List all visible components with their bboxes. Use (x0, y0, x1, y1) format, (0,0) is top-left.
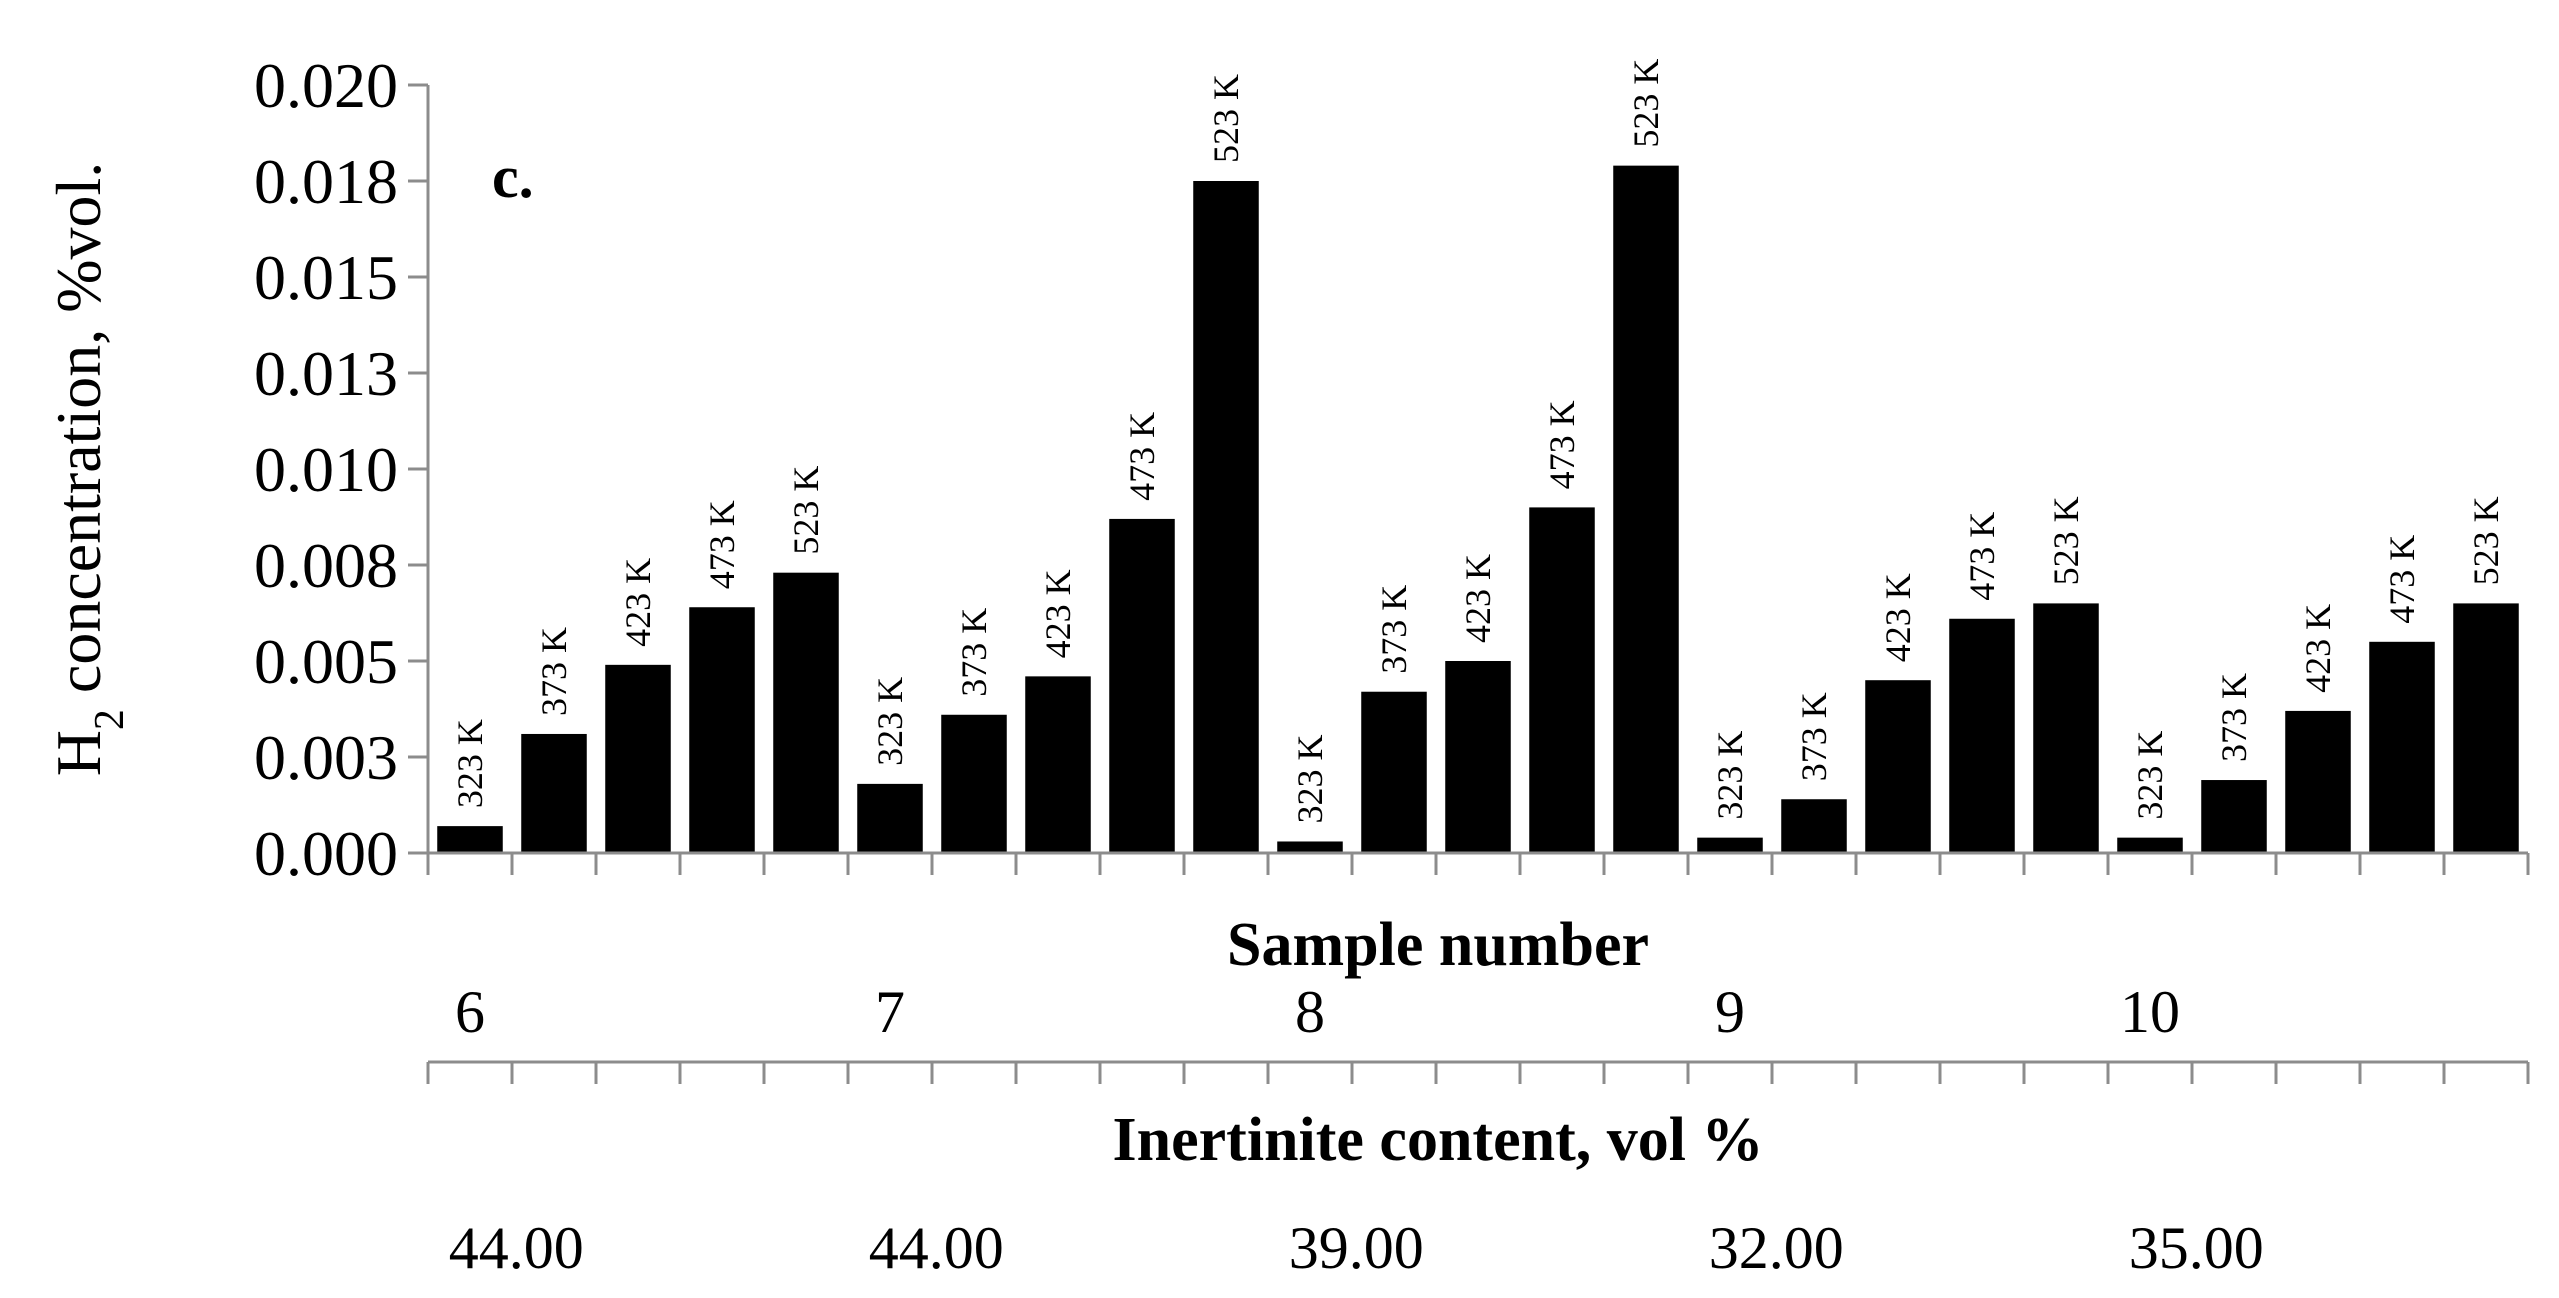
y-axis: 0.000 0.003 0.005 0.008 0.010 0.013 0.015 0.018… (254, 50, 430, 889)
bar-data-label: 523 K (1626, 59, 1666, 148)
bar-data-label: 473 K (1542, 400, 1582, 489)
bar (2369, 641, 2435, 853)
bar-data-label: 373 K (2214, 673, 2254, 762)
bar (437, 826, 503, 853)
category-axis-title: Sample number (1227, 911, 1649, 979)
bars (437, 165, 2519, 853)
bar-labels: 323 K 373 K 423 K 473 K 523 K 323 K 373 K 423 K… (450, 59, 2506, 824)
bar-data-label: 473 K (702, 500, 742, 589)
bar-data-label: 523 K (786, 466, 826, 555)
category-label: 9 (1715, 979, 1745, 1045)
panel-label: c. (492, 144, 534, 210)
bar (689, 607, 755, 853)
y-tick-label: 0.020 (254, 50, 398, 121)
bar (1025, 676, 1091, 853)
y-axis-label: H2 concentration, %vol. (43, 162, 133, 777)
bar (1781, 799, 1847, 853)
bar (1697, 837, 1763, 853)
group-axes: Sample number 6 7 8 9 10 Inertinite content, v… (426, 851, 2530, 1281)
y-tick-label: 0.005 (254, 626, 398, 697)
bar (1613, 165, 1679, 853)
category-label: 39.00 (1289, 1215, 1424, 1281)
bar (605, 664, 671, 853)
category-label: 44.00 (869, 1215, 1004, 1281)
y-tick-label: 0.015 (254, 242, 398, 313)
y-tick-label: 0.000 (254, 818, 398, 889)
bar (2285, 710, 2351, 853)
bar-data-label: 323 K (870, 677, 910, 766)
category-label: 35.00 (2129, 1215, 2264, 1281)
y-tick-label: 0.018 (254, 146, 398, 217)
category-label: 10 (2120, 979, 2180, 1045)
bar-data-label: 423 K (1038, 569, 1078, 658)
y-tick-label: 0.013 (254, 338, 398, 409)
bar-data-label: 373 K (954, 608, 994, 697)
bar (2033, 603, 2099, 853)
y-tick-label: 0.008 (254, 530, 398, 601)
bar-data-label: 523 K (1206, 74, 1246, 163)
bar-data-label: 473 K (1122, 412, 1162, 501)
bar-data-label: 323 K (1710, 731, 1750, 820)
bar-data-label: 423 K (2298, 604, 2338, 693)
bar (773, 572, 839, 853)
bar (1949, 618, 2015, 853)
bar (1277, 841, 1343, 853)
category-label: 8 (1295, 979, 1325, 1045)
category-label: 32.00 (1709, 1215, 1844, 1281)
bar-data-label: 373 K (1794, 692, 1834, 781)
category-label: 6 (455, 979, 485, 1045)
bar (1193, 181, 1259, 853)
bar (2117, 837, 2183, 853)
bar-data-label: 323 K (2130, 731, 2170, 820)
bar-data-label: 323 K (1290, 734, 1330, 823)
y-axis-label-rest: concentration, %vol. (43, 162, 114, 709)
bar-data-label: 473 K (2382, 535, 2422, 624)
bar (2453, 603, 2519, 853)
bar-data-label: 523 K (2466, 496, 2506, 585)
category-axis-title: Inertinite content, vol % (1113, 1106, 1764, 1174)
bar (1865, 680, 1931, 853)
bar-data-label: 523 K (2046, 496, 2086, 585)
bar (941, 714, 1007, 853)
bar (1445, 661, 1511, 853)
bar (1109, 518, 1175, 853)
bar (857, 783, 923, 853)
bar-data-label: 423 K (618, 558, 658, 647)
bar (521, 733, 587, 853)
bar-data-label: 423 K (1458, 554, 1498, 643)
y-tick-label: 0.003 (254, 722, 398, 793)
bar-data-label: 423 K (1878, 573, 1918, 662)
y-tick-label: 0.010 (254, 434, 398, 505)
y-axis-label-subscript: 2 (87, 709, 133, 730)
bar-data-label: 473 K (1962, 512, 2002, 601)
category-label: 7 (875, 979, 905, 1045)
bar (1529, 507, 1595, 853)
bar-data-label: 373 K (534, 627, 574, 716)
bar-data-label: 373 K (1374, 585, 1414, 674)
y-axis-label-main: H (43, 730, 114, 776)
bar-data-label: 323 K (450, 719, 490, 808)
bar (2201, 780, 2267, 853)
bar (1361, 691, 1427, 853)
category-label: 44.00 (449, 1215, 584, 1281)
